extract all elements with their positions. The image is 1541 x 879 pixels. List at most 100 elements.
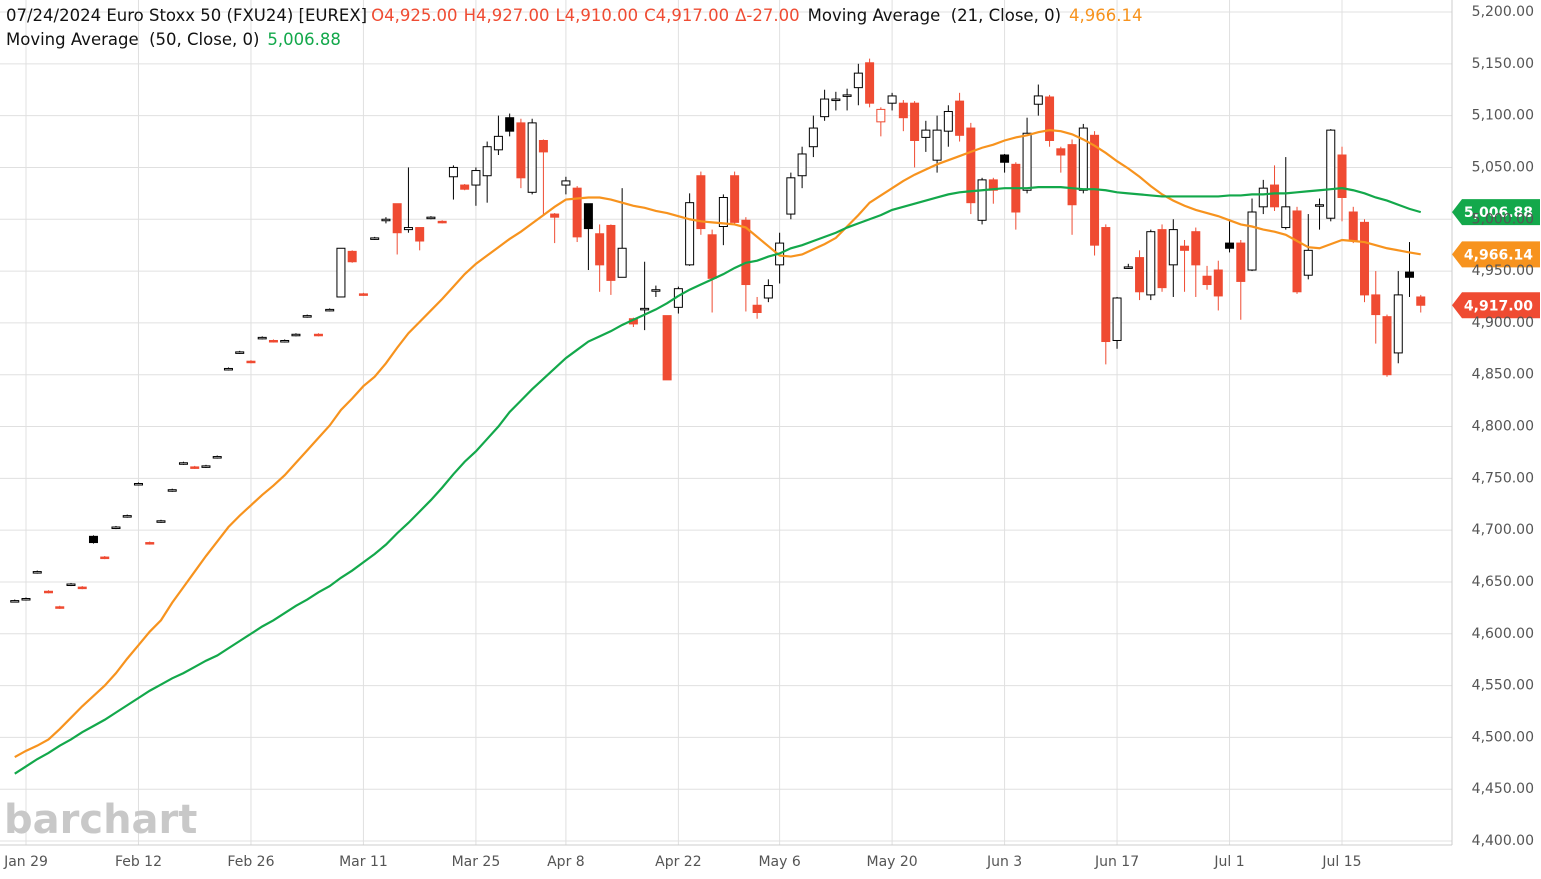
candle-body [1157, 229, 1167, 289]
candle-body [797, 153, 807, 177]
x-tick-label: Jul 1 [1213, 854, 1244, 870]
candle-body [448, 166, 458, 178]
candle-body [1101, 227, 1111, 343]
candle-body [808, 127, 818, 148]
candle-body [1191, 231, 1201, 266]
candle-body [707, 234, 717, 279]
price-badge [1452, 199, 1540, 226]
x-tick-label: May 6 [758, 854, 800, 870]
badges: 4,966.14 5,006.88 4,917.00 [1452, 199, 1540, 319]
y-tick-label: 4,550.00 [1472, 678, 1534, 694]
ma-line [14, 186, 1422, 775]
y-tick-label: 4,900.00 [1472, 315, 1534, 331]
x-tick-label: Jun 17 [1094, 854, 1139, 870]
candle-body [1360, 221, 1370, 296]
watermark: barchart [4, 797, 197, 843]
ma-value: 5,006.88 [267, 30, 340, 49]
x-tick-label: Mar 25 [452, 854, 501, 870]
y-tick-label: 4,950.00 [1472, 263, 1534, 279]
candle-body [561, 180, 571, 186]
candle-body [415, 227, 425, 242]
candle-body [178, 462, 188, 465]
y-tick-label: 4,800.00 [1472, 419, 1534, 435]
candle-body [1270, 184, 1280, 208]
candle-body [943, 110, 953, 132]
candle-body [865, 62, 875, 104]
candle-body [662, 315, 672, 381]
y-tick-label: 4,850.00 [1472, 367, 1534, 383]
candle-body [887, 95, 897, 104]
candle-body [1303, 249, 1313, 276]
price-badge-label: 4,917.00 [1464, 298, 1533, 314]
price-badge-label: 4,966.14 [1464, 247, 1533, 263]
x-tick-label: Jul 15 [1321, 854, 1361, 870]
candle-body [538, 139, 548, 153]
candle-body [842, 94, 852, 97]
ohlc-value: O4,925.00 [371, 6, 457, 25]
ma-name: Moving Average (21, Close, 0) [808, 6, 1061, 25]
candle-body [651, 289, 661, 292]
candle-body [347, 250, 357, 263]
x-tick-label: Feb 26 [227, 854, 274, 870]
candle-body [876, 108, 886, 123]
candle-body [66, 583, 76, 587]
candle-body [1033, 95, 1043, 105]
candle-body [235, 351, 245, 354]
candle-body [1348, 211, 1358, 241]
candle-body [696, 175, 706, 230]
candle-body [966, 127, 976, 204]
ohlc: O4,925.00 H4,927.00 L4,910.00 C4,917.00 Δ-27… [371, 6, 800, 25]
candle-body [853, 72, 863, 89]
candle-body [246, 360, 256, 364]
candle-body [741, 219, 751, 286]
candle-body [77, 586, 87, 590]
candle-body [325, 308, 335, 312]
candle-body [10, 600, 20, 603]
y-tick-label: 4,750.00 [1472, 470, 1534, 486]
candle-body [820, 98, 830, 118]
candle-body [910, 102, 920, 141]
candle-body [516, 122, 526, 179]
candle-body [257, 336, 267, 340]
candle-body [1000, 154, 1010, 163]
candle-body [21, 598, 31, 601]
y-tick-label: 4,400.00 [1472, 833, 1534, 849]
candle-body [313, 333, 323, 337]
price-badge [1452, 241, 1540, 268]
candle-body [685, 202, 695, 266]
candle-body [640, 307, 650, 311]
y-tick-label: 4,650.00 [1472, 574, 1534, 590]
candle-body [392, 203, 402, 234]
candle-body [493, 135, 503, 151]
candle-body [955, 100, 965, 136]
candle-body [201, 465, 211, 468]
candle-body [100, 556, 110, 560]
candle-body [1315, 204, 1325, 207]
ma-name: Moving Average (50, Close, 0) [6, 30, 259, 49]
y-tick-label: 4,450.00 [1472, 781, 1534, 797]
candle-body [1123, 266, 1133, 269]
candle-body [145, 542, 155, 545]
candle-body [167, 489, 177, 492]
candle-body [291, 333, 301, 337]
candle-body [730, 175, 740, 223]
candle-body [1292, 210, 1302, 293]
candle-body [786, 177, 796, 215]
candle-body [268, 339, 278, 343]
candle-body [921, 129, 931, 138]
price-badge [1452, 292, 1540, 319]
y-tick-label: 5,100.00 [1472, 108, 1534, 124]
candle-body [111, 526, 121, 530]
candle-body [617, 247, 627, 278]
candle-body [1146, 231, 1156, 296]
y-tick-label: 4,500.00 [1472, 729, 1534, 745]
candle-body [1180, 245, 1190, 251]
candle-body [550, 213, 560, 218]
candle-body [55, 606, 65, 609]
x-tick-label: Apr 8 [547, 854, 585, 870]
candle-body [190, 466, 200, 469]
y-tick-label: 4,700.00 [1472, 522, 1534, 538]
y-tick-label: 5,150.00 [1472, 56, 1534, 72]
candle-body [88, 535, 98, 544]
candle-body [122, 515, 132, 518]
